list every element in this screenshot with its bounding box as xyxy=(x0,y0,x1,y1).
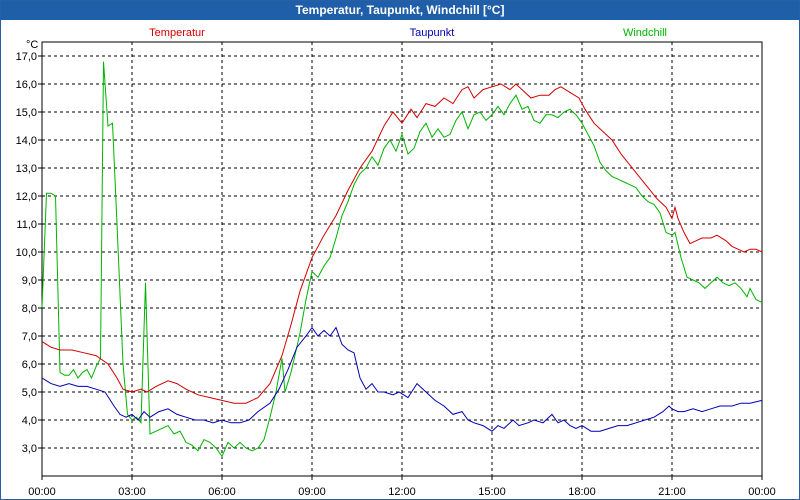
y-tick-label: 14,0 xyxy=(16,135,37,147)
y-tick-label: 6,0 xyxy=(22,359,37,371)
x-tick-time: 12:00 xyxy=(388,486,416,498)
chart-canvas: 3,0 4,0 5,0 6,0 7,0 8,0 9,0 10,0 11,0 12,0 13,0 14,… xyxy=(16,27,776,498)
y-tick-label: 15,0 xyxy=(16,107,37,119)
y-tick-label: 16,0 xyxy=(16,79,37,91)
x-tick-time: 03:00 xyxy=(118,486,146,498)
y-tick-label: 7,0 xyxy=(22,331,37,343)
axis-layer: 3,0 4,0 5,0 6,0 7,0 8,0 9,0 10,0 11,0 12,0 13,0 14,… xyxy=(16,39,776,498)
y-tick-label: 9,0 xyxy=(22,275,37,287)
window-title: Temperatur, Taupunkt, Windchill [°C] xyxy=(1,1,799,20)
series-layer xyxy=(41,61,763,458)
y-tick-label: 8,0 xyxy=(22,303,37,315)
y-tick-label: 17,0 xyxy=(16,51,37,63)
x-tick-time: 21:00 xyxy=(658,486,686,498)
x-tick-time: 09:00 xyxy=(298,486,326,498)
series-line-temperatur xyxy=(41,83,763,404)
series-line-windchill xyxy=(41,61,763,458)
legend-label-taupunkt: Taupunkt xyxy=(410,27,455,39)
y-tick-label: 5,0 xyxy=(22,387,37,399)
x-tick-time: 06:00 xyxy=(208,486,236,498)
series-line-taupunkt xyxy=(41,326,763,432)
y-axis-unit: °C xyxy=(26,39,38,51)
y-tick-label: 3,0 xyxy=(22,443,37,455)
y-tick-label: 13,0 xyxy=(16,163,37,175)
y-tick-label: 11,0 xyxy=(16,219,37,231)
legend-label-temperatur: Temperatur xyxy=(149,27,205,39)
y-tick-label: 12,0 xyxy=(16,191,37,203)
legend-label-windchill: Windchill xyxy=(623,27,667,39)
x-tick-time: 15:00 xyxy=(478,486,506,498)
x-tick-time: 18:00 xyxy=(568,486,596,498)
y-tick-label: 4,0 xyxy=(22,415,37,427)
x-tick-time: 00:00 xyxy=(748,486,776,498)
y-tick-label: 10,0 xyxy=(16,247,37,259)
grid-layer xyxy=(42,42,762,476)
legend-layer: Temperatur Taupunkt Windchill xyxy=(149,27,667,39)
x-tick-time: 00:00 xyxy=(28,486,56,498)
